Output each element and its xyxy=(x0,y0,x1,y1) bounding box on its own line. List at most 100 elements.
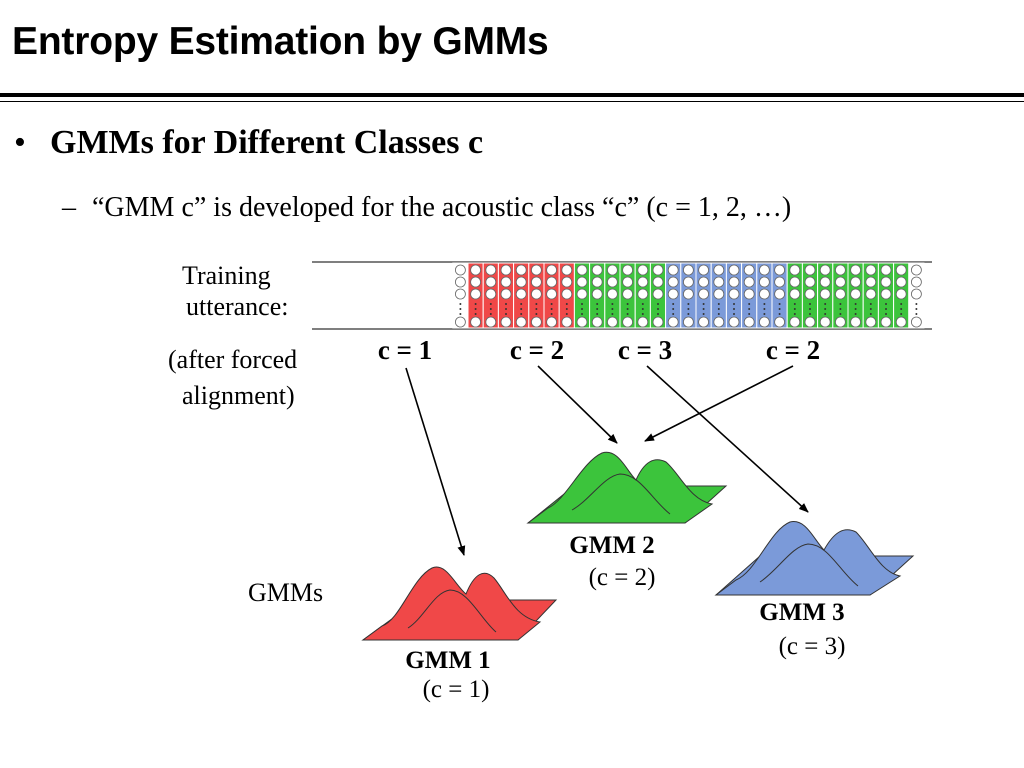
ellipsis-dot xyxy=(885,303,887,305)
gmm2-inner-curve xyxy=(571,473,671,515)
ellipsis-dot xyxy=(611,308,614,310)
feature-circle xyxy=(759,264,770,276)
feature-circle xyxy=(880,264,892,276)
feature-circle xyxy=(819,264,831,276)
feature-circle xyxy=(728,276,740,288)
segment-label-c2-second: c = 2 xyxy=(766,335,820,365)
ellipsis-dot xyxy=(717,308,720,310)
ellipsis-dot xyxy=(733,313,735,315)
feature-circle xyxy=(713,316,725,328)
feature-circle xyxy=(652,276,664,288)
feature-circle xyxy=(728,316,740,328)
ellipsis-dot xyxy=(505,308,507,310)
arrow-c3-to-gmm3 xyxy=(646,365,809,513)
ellipsis-dot xyxy=(809,308,811,310)
feature-circle xyxy=(683,288,694,300)
feature-circle xyxy=(546,264,557,276)
feature-circle xyxy=(667,316,679,328)
feature-circle xyxy=(576,264,588,276)
feature-circle xyxy=(546,288,557,300)
feature-circle xyxy=(454,316,466,328)
feature-circle xyxy=(728,264,740,276)
arrow-c1-to-gmm1 xyxy=(405,367,466,556)
gmm2-surface xyxy=(526,451,728,524)
ellipsis-dot xyxy=(915,313,918,315)
ellipsis-dot xyxy=(687,303,690,305)
feature-circle xyxy=(515,264,527,276)
feature-circle xyxy=(804,264,816,276)
feature-circle xyxy=(531,264,542,276)
feature-circle xyxy=(531,316,542,328)
title-rule-thick xyxy=(0,93,1024,97)
ellipsis-dot xyxy=(687,313,690,315)
ellipsis-dot xyxy=(824,313,827,315)
feature-circle xyxy=(607,264,618,276)
feature-circle xyxy=(774,276,785,288)
ellipsis-dot xyxy=(824,303,827,305)
feature-circle xyxy=(500,288,512,300)
sub-bullet-symbol: – xyxy=(62,192,76,223)
ellipsis-dot xyxy=(778,313,781,315)
feature-circle xyxy=(911,316,922,328)
feature-circle xyxy=(591,288,603,300)
gmm2-class-label: (c = 2) xyxy=(589,564,656,591)
feature-circle xyxy=(911,288,922,300)
feature-circle xyxy=(576,276,588,288)
feature-circle xyxy=(470,276,482,288)
feature-circle xyxy=(470,288,482,300)
ellipsis-dot xyxy=(839,303,842,305)
feature-circle xyxy=(895,264,907,276)
ellipsis-dot xyxy=(581,313,583,315)
ellipsis-dot xyxy=(535,308,538,310)
ellipsis-dot xyxy=(535,313,538,315)
feature-circle xyxy=(470,316,482,328)
ellipsis-dot xyxy=(626,313,629,315)
feature-circle xyxy=(835,264,846,276)
feature-circle xyxy=(698,264,709,276)
ellipsis-dot xyxy=(565,308,568,310)
ellipsis-dot xyxy=(474,308,477,310)
feature-circle xyxy=(622,316,633,328)
feature-circle xyxy=(622,264,633,276)
ellipsis-dot xyxy=(550,303,553,305)
gmm1-class-label: (c = 1) xyxy=(423,676,490,703)
feature-circle xyxy=(561,264,573,276)
feature-circle xyxy=(865,276,877,288)
feature-circle xyxy=(485,276,497,288)
feature-circle xyxy=(804,276,816,288)
feature-circle xyxy=(895,276,907,288)
training-label-line1: Training xyxy=(182,261,271,290)
feature-circle xyxy=(850,316,861,328)
feature-circle xyxy=(728,288,740,300)
feature-circle xyxy=(561,288,573,300)
feature-circle xyxy=(865,264,877,276)
ellipsis-dot xyxy=(626,308,629,310)
gmms-label: GMMs xyxy=(248,578,323,607)
ellipsis-dot xyxy=(809,303,811,305)
feature-circle xyxy=(895,316,907,328)
ellipsis-dot xyxy=(900,308,903,310)
bullet-item: • GMMs for Different Classes c xyxy=(14,126,483,160)
feature-circle xyxy=(561,316,573,328)
feature-circle xyxy=(743,264,755,276)
ellipsis-dot xyxy=(748,308,751,310)
feature-circle xyxy=(819,276,831,288)
feature-circle xyxy=(500,276,512,288)
ellipsis-dot xyxy=(793,308,796,310)
ellipsis-dot xyxy=(854,303,857,305)
feature-circle xyxy=(835,316,846,328)
ellipsis-dot xyxy=(565,303,568,305)
ellipsis-dot xyxy=(459,303,462,305)
feature-circle xyxy=(454,276,466,288)
feature-circle xyxy=(880,276,892,288)
ellipsis-dot xyxy=(459,308,462,310)
feature-circle xyxy=(485,288,497,300)
ellipsis-dot xyxy=(885,308,887,310)
ellipsis-dot xyxy=(809,313,811,315)
feature-circle xyxy=(652,288,664,300)
feature-circle xyxy=(759,288,770,300)
segment-label-c2-first: c = 2 xyxy=(510,335,564,365)
ellipsis-dot xyxy=(489,313,492,315)
ellipsis-dot xyxy=(763,313,766,315)
ellipsis-dot xyxy=(748,313,751,315)
